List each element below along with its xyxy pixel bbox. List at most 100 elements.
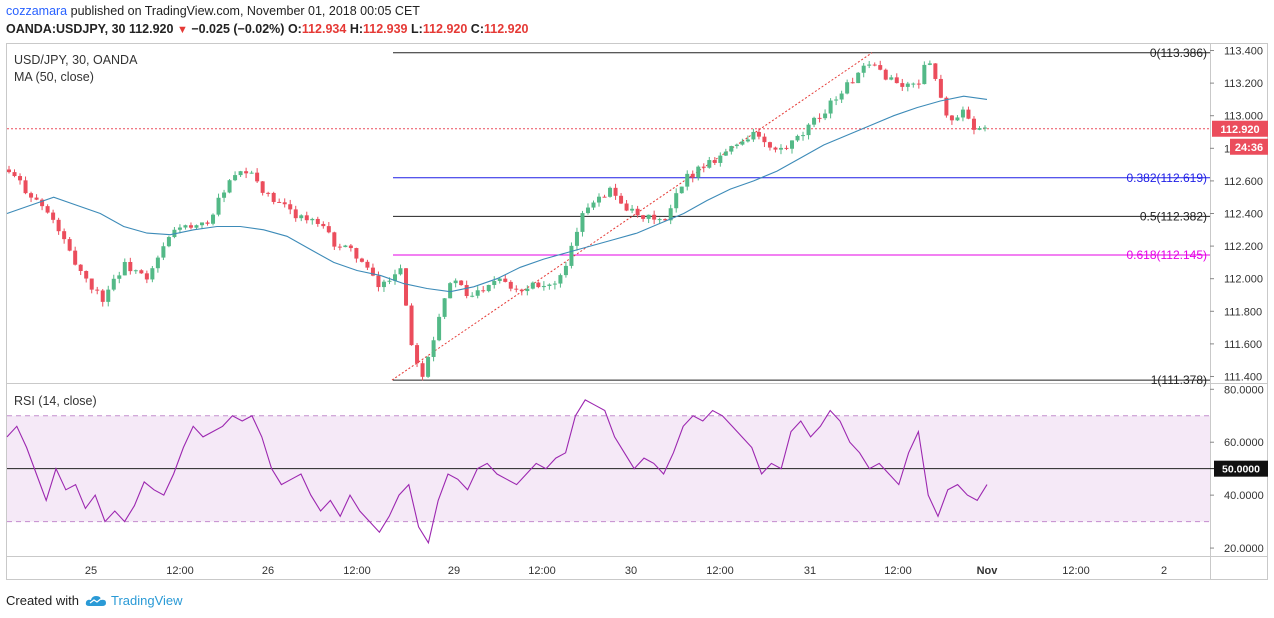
rsi-value-label: 50.0000 (1222, 464, 1260, 476)
brand-name: TradingView (110, 593, 183, 608)
candle-body (161, 246, 166, 258)
candle-body (277, 201, 282, 203)
candle-body (117, 275, 122, 279)
candle-body (78, 264, 83, 272)
author-link[interactable]: cozzamara (6, 4, 68, 18)
candle-body (712, 160, 717, 163)
candle-body (558, 275, 563, 284)
candle-body (751, 131, 756, 140)
time-tick-label: 31 (804, 565, 816, 577)
candle-body (89, 278, 94, 290)
candle-body (34, 197, 39, 200)
candle-body (845, 82, 850, 94)
candle-body (376, 275, 381, 288)
candle-body (740, 141, 745, 145)
candle-body (718, 155, 723, 163)
candle-body (983, 127, 987, 129)
candle-body (244, 171, 249, 174)
candle-body (18, 176, 23, 181)
high-value: 112.939 (363, 22, 408, 36)
rsi-tick-label: 60.0000 (1224, 437, 1264, 449)
rsi-line (6, 399, 988, 545)
candle-body (40, 199, 45, 207)
candle-body (7, 169, 11, 173)
candle-body (354, 248, 359, 259)
candle-body (266, 192, 271, 194)
price-tick-label: 111.800 (1224, 306, 1262, 318)
time-tick-label: 26 (262, 565, 274, 577)
candle-body (613, 187, 618, 196)
candle-body (823, 113, 828, 119)
symbol-interval: OANDA:USDJPY, 30 (6, 22, 126, 36)
candle-body (817, 117, 822, 119)
time-tick-label: 12:00 (343, 565, 371, 577)
price-tick-label: 112.600 (1224, 176, 1263, 188)
candle-body (790, 140, 795, 149)
candle-body (927, 63, 932, 65)
candle-body (519, 289, 524, 292)
candle-body (216, 197, 221, 215)
candle-body (635, 208, 640, 216)
candle-body (453, 280, 458, 284)
fib-level-label: 0.382(112.619) (1126, 171, 1207, 185)
close-value: 112.920 (128, 22, 174, 36)
time-tick-label: 30 (625, 565, 637, 577)
rsi-tick-label: 40.0000 (1224, 490, 1264, 502)
candle-body (690, 173, 695, 178)
candle-body (381, 281, 386, 288)
time-tick-label: 2 (1161, 565, 1167, 577)
candle-body (205, 222, 210, 224)
candle-body (238, 171, 243, 176)
candle-body (856, 72, 861, 84)
candle-body (911, 83, 916, 85)
trend-line (391, 52, 873, 381)
candle-body (271, 192, 276, 202)
candle-body (889, 77, 894, 80)
candle-body (938, 78, 943, 98)
candle-body (155, 257, 160, 269)
candle-body (530, 282, 535, 289)
time-tick-label: 12:00 (884, 565, 912, 577)
created-with-text: Created with (6, 593, 79, 608)
candle-body (426, 356, 431, 377)
candle-body (591, 202, 596, 208)
candle-body (547, 284, 552, 286)
candle-body (304, 215, 309, 221)
candle-body (597, 196, 602, 203)
candle-body (315, 218, 320, 224)
candle-body (431, 340, 436, 357)
candle-body (602, 196, 607, 198)
candle-body (894, 77, 899, 84)
candle-body (199, 222, 204, 226)
footer: Created with TradingView (6, 593, 183, 608)
candle-body (867, 64, 872, 66)
candle-body (723, 151, 728, 156)
candle-body (966, 109, 971, 119)
down-arrow-icon: ▼ (176, 24, 188, 36)
candle-body (767, 142, 772, 148)
candle-body (139, 270, 144, 274)
candle-body (194, 225, 199, 228)
tradingview-link[interactable]: TradingView (85, 593, 183, 608)
candle-body (541, 285, 546, 288)
published-text: published on TradingView.com, November 0… (70, 4, 420, 18)
price-tick-label: 111.400 (1224, 371, 1262, 383)
candle-body (652, 214, 657, 220)
rsi-tick-label: 20.0000 (1224, 543, 1264, 555)
candle-body (707, 160, 712, 168)
chart-frame[interactable] (6, 43, 1268, 580)
time-tick-label: 25 (85, 565, 97, 577)
candle-body (260, 181, 265, 193)
high-label: H: (349, 22, 364, 36)
candle-body (100, 290, 105, 302)
candle-body (310, 218, 315, 221)
candle-body (795, 135, 800, 141)
candle-body (67, 239, 72, 251)
candle-body (404, 268, 409, 306)
countdown-label: 24:36 (1235, 142, 1263, 154)
candle-body (608, 187, 613, 197)
candle-body (773, 147, 778, 150)
candle-body (701, 166, 706, 168)
ma-line (6, 95, 988, 293)
